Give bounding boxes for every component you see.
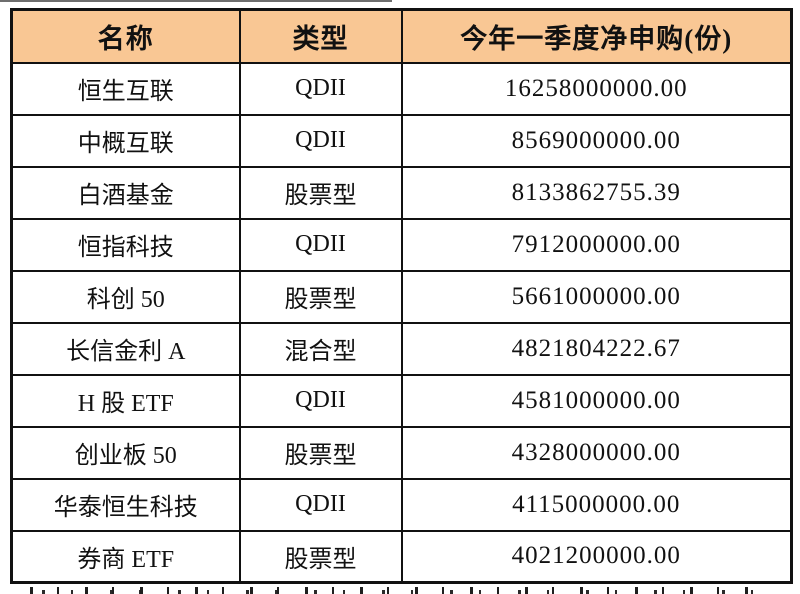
table-row: 白酒基金 股票型 8133862755.39 bbox=[10, 165, 793, 220]
net-subscription-cell: 4581000000.00 bbox=[400, 373, 793, 428]
col-header-net-subscription: 今年一季度净申购(份) bbox=[400, 8, 793, 64]
fund-name-cell: 恒生互联 bbox=[10, 61, 241, 116]
fund-type-cell: 股票型 bbox=[238, 425, 403, 480]
col-header-type: 类型 bbox=[238, 8, 403, 64]
fund-name-cell: 恒指科技 bbox=[10, 217, 241, 272]
net-subscription-cell: 4115000000.00 bbox=[400, 477, 793, 532]
net-subscription-cell: 7912000000.00 bbox=[400, 217, 793, 272]
clipped-text-fragments bbox=[30, 586, 772, 594]
net-subscription-cell: 5661000000.00 bbox=[400, 269, 793, 324]
fund-type-cell: QDII bbox=[238, 113, 403, 168]
table-row: 创业板 50 股票型 4328000000.00 bbox=[10, 425, 793, 480]
table-row: 中概互联 QDII 8569000000.00 bbox=[10, 113, 793, 168]
fund-type-cell: 混合型 bbox=[238, 321, 403, 376]
net-subscription-cell: 4821804222.67 bbox=[400, 321, 793, 376]
header-row: 名称 类型 今年一季度净申购(份) bbox=[10, 8, 793, 64]
fund-net-subscription-table: 名称 类型 今年一季度净申购(份) 恒生互联 QDII 16258000000.… bbox=[10, 8, 793, 584]
fund-name-cell: 创业板 50 bbox=[10, 425, 241, 480]
table-row: 科创 50 股票型 5661000000.00 bbox=[10, 269, 793, 324]
table-row: 恒指科技 QDII 7912000000.00 bbox=[10, 217, 793, 272]
clipped-caption-line bbox=[30, 586, 772, 594]
net-subscription-cell: 8133862755.39 bbox=[400, 165, 793, 220]
table-row: 华泰恒生科技 QDII 4115000000.00 bbox=[10, 477, 793, 532]
cropped-artifact-line bbox=[0, 0, 392, 2]
fund-type-cell: 股票型 bbox=[238, 165, 403, 220]
fund-name-cell: H 股 ETF bbox=[10, 373, 241, 428]
net-subscription-cell: 16258000000.00 bbox=[400, 61, 793, 116]
table-row: H 股 ETF QDII 4581000000.00 bbox=[10, 373, 793, 428]
fund-type-cell: QDII bbox=[238, 217, 403, 272]
fund-type-cell: 股票型 bbox=[238, 269, 403, 324]
net-subscription-cell: 4021200000.00 bbox=[400, 529, 793, 584]
table-row: 券商 ETF 股票型 4021200000.00 bbox=[10, 529, 793, 584]
fund-name-cell: 科创 50 bbox=[10, 269, 241, 324]
col-header-name: 名称 bbox=[10, 8, 241, 64]
fund-name-cell: 中概互联 bbox=[10, 113, 241, 168]
fund-type-cell: QDII bbox=[238, 477, 403, 532]
fund-name-cell: 白酒基金 bbox=[10, 165, 241, 220]
fund-name-cell: 券商 ETF bbox=[10, 529, 241, 584]
fund-name-cell: 华泰恒生科技 bbox=[10, 477, 241, 532]
fund-type-cell: 股票型 bbox=[238, 529, 403, 584]
net-subscription-cell: 8569000000.00 bbox=[400, 113, 793, 168]
fund-type-cell: QDII bbox=[238, 61, 403, 116]
fund-type-cell: QDII bbox=[238, 373, 403, 428]
net-subscription-cell: 4328000000.00 bbox=[400, 425, 793, 480]
table-row: 长信金利 A 混合型 4821804222.67 bbox=[10, 321, 793, 376]
table-row: 恒生互联 QDII 16258000000.00 bbox=[10, 61, 793, 116]
fund-name-cell: 长信金利 A bbox=[10, 321, 241, 376]
